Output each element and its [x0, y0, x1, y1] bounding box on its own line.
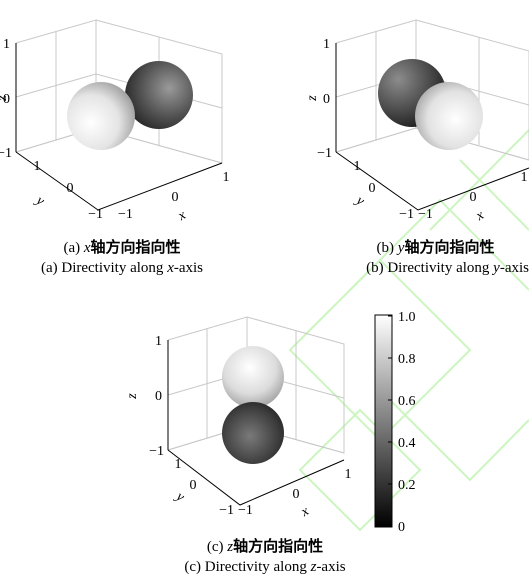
panel-b: 1 0 −1 z 1 0 −1 y −1 0 1 x	[305, 19, 529, 225]
colorbar-tick-label: 0	[398, 520, 405, 535]
caption-a-en: (a) Directivity along x-axis	[22, 259, 222, 277]
panel-b-lobe-bright	[415, 82, 483, 150]
panel-a-y-tick-top: 1	[34, 159, 41, 174]
caption-a-cn-prefix: (a)	[63, 240, 84, 256]
caption-c-en-var: z	[310, 559, 317, 575]
panel-c-z-tick-mid: 0	[155, 389, 162, 404]
panel-b-z-tick-mid: 0	[323, 92, 330, 107]
caption-b-cn-var: y	[397, 240, 405, 256]
panel-b-y-label: y	[352, 192, 368, 209]
panel-b-x-tick-mid: 0	[470, 190, 477, 205]
panel-c-y-tick-mid: 0	[190, 478, 197, 493]
caption-b-cn-text: 轴方向指向性	[404, 238, 495, 256]
panel-a-y-tick-mid: 0	[67, 181, 74, 196]
panel-a-y-tick-bot: −1	[88, 207, 103, 222]
panel-a-lobe-dark	[125, 61, 193, 129]
panel-c-y-tick-top: 1	[175, 457, 182, 472]
caption-a-cn: (a) x轴方向指向性	[22, 238, 222, 257]
caption-c-cn-prefix: (c)	[206, 539, 228, 555]
panel-c-z-tick-top: 1	[155, 334, 162, 349]
caption-a-en-suffix: -axis	[173, 260, 204, 276]
panel-b-z-label: z	[305, 95, 320, 102]
panel-a-axes	[15, 43, 223, 211]
panel-b-y-tick-mid: 0	[369, 181, 376, 196]
caption-b-en: (b) Directivity along y-axis	[326, 259, 529, 277]
caption-a-cn-text: 轴方向指向性	[90, 238, 181, 256]
panel-c: 1 0 −1 z 1 0 −1 y −1 0 1 x	[125, 316, 352, 521]
caption-a-cn-var: x	[83, 240, 91, 256]
panel-c-lobe-dark	[222, 402, 284, 464]
panel-c-x-label: x	[298, 504, 312, 521]
panel-a-lobe-bright	[67, 82, 135, 150]
panel-a-z-label: z	[0, 95, 10, 102]
panel-c-x-tick-right: 1	[345, 467, 352, 482]
caption-c-cn-text: 轴方向指向性	[233, 537, 324, 555]
panel-a-x-tick-right: 1	[223, 170, 230, 185]
panel-b-x-label: x	[473, 208, 487, 225]
panel-b-x-tick-right: 1	[521, 170, 528, 185]
panel-a-z-tick-bot: −1	[0, 146, 12, 161]
colorbar-tick-label: 1.0	[398, 310, 416, 325]
panel-c-z-tick-bot: −1	[149, 444, 164, 459]
colorbar-tick-label: 0.4	[398, 436, 416, 451]
panel-c-x-tick-left: −1	[238, 503, 253, 518]
caption-c-cn: (c) z轴方向指向性	[165, 537, 365, 556]
colorbar: 1.0 0.8 0.6 0.4 0.2 0	[374, 310, 416, 535]
panel-c-z-label: z	[125, 393, 140, 400]
caption-a-en-prefix: (a) Directivity along	[40, 260, 168, 276]
panel-c-lobe-bright	[222, 346, 284, 408]
caption-c-en: (c) Directivity along z-axis	[160, 558, 370, 576]
panel-b-x-tick-left: −1	[418, 207, 433, 222]
caption-b-cn-prefix: (b)	[376, 240, 398, 256]
colorbar-tick-label: 0.8	[398, 352, 416, 367]
panel-a-y-label: y	[32, 192, 48, 209]
caption-c-en-prefix: (c) Directivity along	[184, 559, 311, 575]
panel-b-y-tick-bot: −1	[399, 207, 414, 222]
panel-a-z-tick-mid: 0	[3, 92, 10, 107]
caption-b-en-prefix: (b) Directivity along	[366, 260, 494, 276]
colorbar-ticks: 1.0 0.8 0.6 0.4 0.2 0	[388, 310, 416, 535]
panel-c-x-tick-mid: 0	[293, 487, 300, 502]
caption-b-en-suffix: -axis	[499, 260, 529, 276]
panel-a-x-label: x	[175, 208, 189, 225]
watermark	[288, 129, 529, 532]
panel-b-z-tick-top: 1	[323, 37, 330, 52]
caption-a-en-var: x	[167, 260, 174, 276]
colorbar-tick-label: 0.6	[398, 394, 416, 409]
caption-b-cn: (b) y轴方向指向性	[342, 238, 529, 257]
panel-a-x-tick-left: −1	[118, 207, 133, 222]
colorbar-gradient	[374, 314, 393, 528]
panel-c-y-label: y	[172, 488, 188, 505]
panel-b-y-tick-top: 1	[354, 159, 361, 174]
panel-c-axes	[167, 340, 345, 506]
panel-b-z-tick-bot: −1	[317, 146, 332, 161]
panel-b-axes	[335, 43, 529, 211]
panel-a: 1 0 −1 z 1 0 −1 y −1 0 1 x	[0, 19, 230, 225]
panel-c-y-tick-bot: −1	[219, 503, 234, 518]
caption-c-en-suffix: -axis	[316, 559, 346, 575]
caption-c-cn-var: z	[227, 539, 234, 555]
colorbar-tick-label: 0.2	[398, 478, 416, 493]
caption-b-en-var: y	[493, 260, 500, 276]
panel-a-z-tick-top: 1	[3, 37, 10, 52]
panel-a-x-tick-mid: 0	[172, 190, 179, 205]
